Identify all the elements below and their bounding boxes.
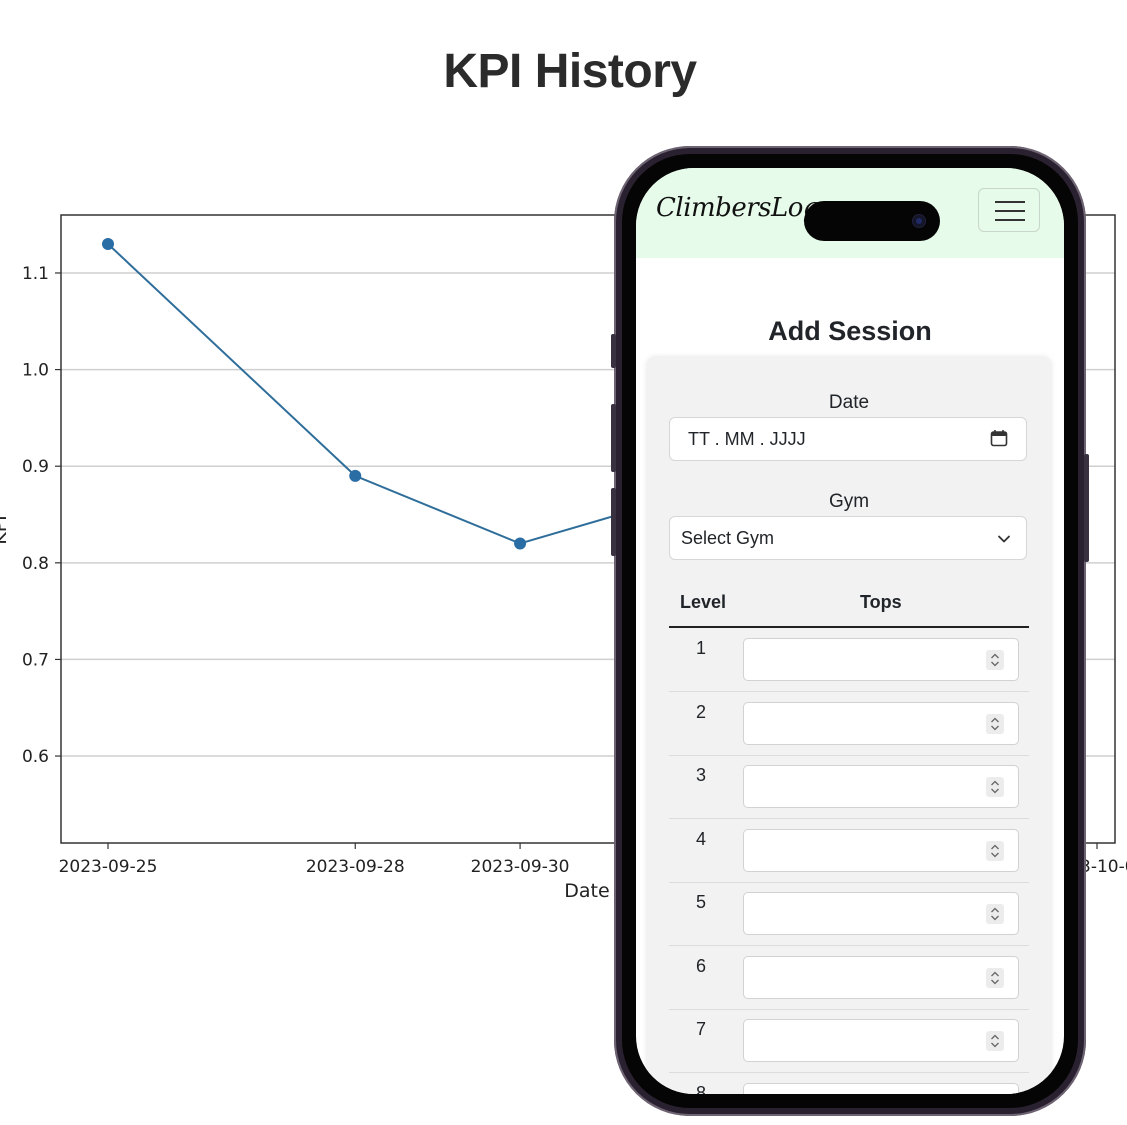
chevron-down-icon	[998, 535, 1010, 543]
data-point	[102, 237, 114, 250]
phone-volume-up-button	[611, 404, 616, 472]
tops-input[interactable]	[743, 765, 1019, 808]
level-label: 4	[695, 828, 706, 849]
level-label: 8	[695, 1082, 706, 1095]
phone-mockup: ClimbersLog Add Session Date TT . MM . J…	[611, 146, 1089, 1116]
table-row: 3	[669, 755, 1029, 819]
spinner-icon[interactable]	[986, 777, 1004, 797]
level-label: 7	[695, 1019, 706, 1039]
y-tick-label: 0.6	[22, 747, 49, 767]
series-markers	[102, 237, 691, 550]
plot-frame	[60, 214, 1116, 844]
date-label: Date	[828, 392, 870, 413]
date-placeholder: TT . MM . JJJJ	[688, 429, 806, 449]
table-row: 1	[669, 628, 1029, 692]
hamburger-icon-bar	[995, 219, 1025, 221]
data-point	[514, 537, 527, 550]
table-row: 8	[669, 1073, 1029, 1095]
table-row: 5	[669, 882, 1029, 946]
tops-input[interactable]	[743, 1019, 1019, 1062]
y-tick-label: 0.7	[22, 650, 49, 670]
y-axis-ticks: 0.6 0.7 0.8 0.9 1.0 1.1	[22, 264, 61, 767]
add-session-form: Date TT . MM . JJJJ Gym Select Gym Level…	[646, 356, 1052, 1094]
form-title: Add Session	[768, 316, 932, 346]
tops-input[interactable]	[743, 701, 1019, 745]
x-tick-label: 2023-09-30	[471, 857, 570, 877]
y-tick-label: 1.1	[22, 264, 49, 284]
tops-input[interactable]	[743, 828, 1019, 872]
data-point	[349, 469, 362, 482]
tops-input[interactable]	[743, 1082, 1019, 1094]
brand-logo[interactable]: ClimbersLog	[656, 193, 820, 223]
y-axis-label: KPI	[0, 515, 11, 545]
spinner-icon[interactable]	[986, 840, 1004, 861]
level-label: 1	[695, 638, 706, 658]
table-row: 2	[669, 692, 1029, 756]
calendar-icon[interactable]	[990, 429, 1008, 447]
page-title: KPI History	[443, 45, 697, 98]
x-axis-label: Date	[564, 880, 609, 902]
level-label: 6	[695, 955, 706, 976]
table-row: 6	[669, 946, 1029, 1010]
spinner-icon[interactable]	[986, 904, 1004, 924]
phone-screen: ClimbersLog Add Session Date TT . MM . J…	[636, 168, 1064, 1094]
level-label: 3	[695, 765, 706, 785]
gym-select[interactable]: Select Gym	[669, 516, 1027, 560]
hamburger-icon	[995, 201, 1025, 203]
tops-input[interactable]	[743, 955, 1019, 999]
table-row: 7	[669, 1009, 1029, 1073]
spinner-icon[interactable]	[986, 967, 1004, 988]
gym-select-value: Select Gym	[681, 528, 775, 548]
y-tick-label: 0.9	[22, 457, 49, 477]
y-tick-label: 0.8	[22, 554, 49, 574]
phone-volume-down-button	[611, 488, 616, 556]
spinner-icon[interactable]	[986, 713, 1004, 734]
tops-input[interactable]	[743, 892, 1019, 935]
series-line	[107, 243, 686, 545]
tops-input[interactable]	[743, 638, 1019, 681]
tops-column-header: Tops	[860, 592, 902, 612]
y-tick-label: 1.0	[22, 361, 49, 381]
dynamic-island	[804, 201, 940, 241]
date-input[interactable]: TT . MM . JJJJ	[669, 417, 1027, 461]
hamburger-icon-bar	[995, 210, 1025, 212]
spinner-icon[interactable]	[986, 1031, 1004, 1051]
phone-power-button	[1084, 454, 1089, 562]
level-label: 5	[695, 892, 706, 912]
camera-icon	[912, 214, 926, 228]
x-tick-label: 2023-09-25	[59, 857, 158, 877]
level-label: 2	[695, 701, 706, 722]
phone-action-button	[611, 334, 616, 368]
gym-label: Gym	[828, 491, 870, 512]
level-column-header: Level	[680, 592, 727, 612]
table-header-divider	[669, 626, 1029, 628]
menu-toggle-button[interactable]	[978, 188, 1040, 232]
x-tick-label: 2023-09-28	[306, 857, 405, 877]
spinner-icon[interactable]	[986, 650, 1004, 670]
table-row: 4	[669, 819, 1029, 883]
